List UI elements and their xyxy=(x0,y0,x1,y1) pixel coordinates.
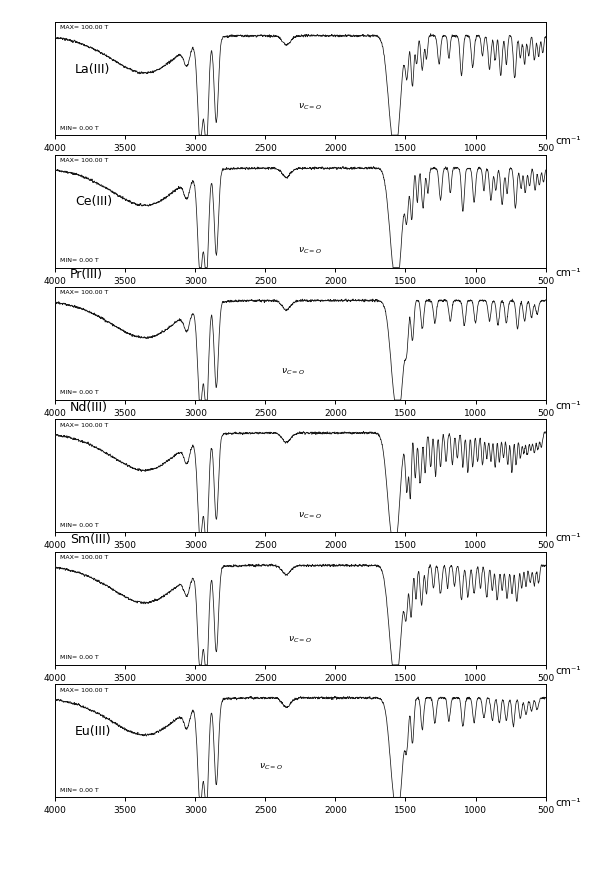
Text: MIN= 0.00 T: MIN= 0.00 T xyxy=(60,655,99,660)
Text: Ce(III): Ce(III) xyxy=(75,195,112,208)
Text: Eu(III): Eu(III) xyxy=(75,725,111,738)
Text: $\nu_{C=O}$: $\nu_{C=O}$ xyxy=(298,510,322,521)
Text: La(III): La(III) xyxy=(75,63,110,76)
Text: cm⁻¹: cm⁻¹ xyxy=(555,798,581,808)
Text: Sm(III): Sm(III) xyxy=(70,533,110,547)
Text: $\nu_{C=O}$: $\nu_{C=O}$ xyxy=(259,762,283,773)
Text: MAX= 100.00 T: MAX= 100.00 T xyxy=(60,555,109,561)
Text: MAX= 100.00 T: MAX= 100.00 T xyxy=(60,158,109,163)
Text: Pr(III): Pr(III) xyxy=(70,268,103,282)
Text: MAX= 100.00 T: MAX= 100.00 T xyxy=(60,291,109,296)
Text: MAX= 100.00 T: MAX= 100.00 T xyxy=(60,423,109,428)
Text: cm⁻¹: cm⁻¹ xyxy=(555,401,581,411)
Text: MIN= 0.00 T: MIN= 0.00 T xyxy=(60,390,99,396)
Text: MIN= 0.00 T: MIN= 0.00 T xyxy=(60,523,99,528)
Text: cm⁻¹: cm⁻¹ xyxy=(555,666,581,675)
Text: MIN= 0.00 T: MIN= 0.00 T xyxy=(60,258,99,263)
Text: MAX= 100.00 T: MAX= 100.00 T xyxy=(60,26,109,31)
Text: cm⁻¹: cm⁻¹ xyxy=(555,268,581,278)
Text: Nd(III): Nd(III) xyxy=(70,401,108,414)
Text: MIN= 0.00 T: MIN= 0.00 T xyxy=(60,125,99,131)
Text: $\nu_{C=O}$: $\nu_{C=O}$ xyxy=(298,245,322,256)
Text: cm⁻¹: cm⁻¹ xyxy=(555,533,581,543)
Text: MAX= 100.00 T: MAX= 100.00 T xyxy=(60,688,109,693)
Text: MIN= 0.00 T: MIN= 0.00 T xyxy=(60,788,99,793)
Text: cm⁻¹: cm⁻¹ xyxy=(555,136,581,146)
Text: $\nu_{C=O}$: $\nu_{C=O}$ xyxy=(298,102,322,112)
Text: $\nu_{C=O}$: $\nu_{C=O}$ xyxy=(281,367,305,377)
Text: $\nu_{C=O}$: $\nu_{C=O}$ xyxy=(288,634,312,645)
